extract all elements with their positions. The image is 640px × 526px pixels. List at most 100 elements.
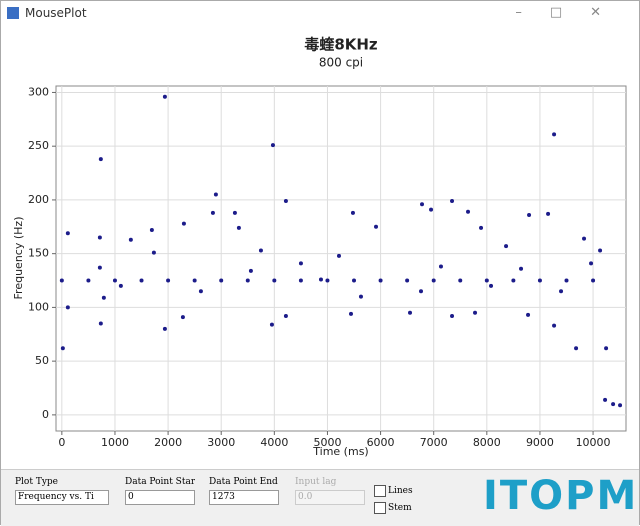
stem-checkbox[interactable] xyxy=(374,502,386,514)
data-point xyxy=(162,94,167,99)
data-point xyxy=(180,315,185,320)
data-point xyxy=(97,235,102,240)
x-tick-label: 5000 xyxy=(313,436,341,449)
start-label: Data Point Start xyxy=(125,477,195,487)
data-point xyxy=(198,289,203,294)
lines-label: Lines xyxy=(388,486,413,496)
x-tick-label: 10000 xyxy=(576,436,611,449)
data-point xyxy=(258,248,263,253)
data-point xyxy=(298,261,303,266)
data-point xyxy=(232,210,237,215)
chart: 毒蝰8KHz 800 cpi Time (ms) Frequency (Hz) … xyxy=(12,36,627,458)
y-tick-label: 50 xyxy=(35,354,49,367)
data-point xyxy=(336,253,341,258)
y-tick-label: 150 xyxy=(28,247,49,260)
control-panel: Plot Type Frequency vs. Ti Data Point St… xyxy=(1,469,639,526)
window-title: MousePlot xyxy=(25,6,87,20)
data-point xyxy=(97,265,102,270)
data-point xyxy=(466,209,471,214)
plot-type-label: Plot Type xyxy=(15,477,59,487)
y-tick-label: 0 xyxy=(42,408,49,421)
data-point xyxy=(352,278,357,283)
data-point xyxy=(552,323,557,328)
data-point xyxy=(213,192,218,197)
lines-checkbox[interactable] xyxy=(374,485,386,497)
data-point xyxy=(519,266,524,271)
data-point xyxy=(101,295,106,300)
watermark: ITOPM xyxy=(483,473,639,519)
data-point xyxy=(598,248,603,253)
data-point xyxy=(405,278,410,283)
data-point xyxy=(192,278,197,283)
start-value: 0 xyxy=(128,492,134,502)
data-point xyxy=(526,312,531,317)
start-input[interactable]: 0 xyxy=(125,490,195,505)
x-tick-label: 9000 xyxy=(526,436,554,449)
x-tick-label: 2000 xyxy=(154,436,182,449)
x-tick-label: 0 xyxy=(58,436,65,449)
data-point xyxy=(118,283,123,288)
data-point xyxy=(611,402,616,407)
y-tick-label: 200 xyxy=(28,193,49,206)
data-point xyxy=(419,289,424,294)
x-tick-label: 4000 xyxy=(260,436,288,449)
data-point xyxy=(450,314,455,318)
data-point xyxy=(128,237,133,242)
data-point xyxy=(431,278,436,283)
data-point xyxy=(564,278,569,283)
x-tick-label: 7000 xyxy=(420,436,448,449)
data-point xyxy=(582,236,587,241)
lag-value: 0.0 xyxy=(298,492,313,502)
lag-label: Input lag xyxy=(295,477,337,487)
data-point xyxy=(325,278,330,283)
y-tick-label: 250 xyxy=(28,139,49,152)
data-point xyxy=(59,278,64,283)
end-label: Data Point End xyxy=(209,477,278,487)
data-point xyxy=(298,278,303,283)
chart-subtitle: 800 cpi xyxy=(319,56,363,70)
data-point xyxy=(450,199,455,203)
data-point xyxy=(527,212,532,217)
y-axis-label: Frequency (Hz) xyxy=(12,217,25,300)
data-point xyxy=(559,289,564,294)
data-point xyxy=(65,231,70,236)
data-point xyxy=(473,310,478,315)
data-point xyxy=(350,210,355,215)
data-point xyxy=(358,294,363,299)
chart-title: 毒蝰8KHz xyxy=(304,36,378,54)
data-point xyxy=(86,278,91,283)
data-point xyxy=(504,244,509,249)
title-bar: MousePlot –□✕ xyxy=(1,1,639,25)
data-point xyxy=(420,202,425,207)
data-point xyxy=(511,278,516,283)
data-point xyxy=(479,225,484,230)
data-point xyxy=(219,278,224,283)
x-tick-label: 1000 xyxy=(101,436,129,449)
data-point xyxy=(181,221,186,226)
data-point xyxy=(618,403,623,408)
stem-label: Stem xyxy=(388,503,412,513)
data-point xyxy=(489,283,494,288)
data-point xyxy=(149,228,154,233)
x-tick-label: 6000 xyxy=(367,436,395,449)
data-point xyxy=(162,326,167,331)
data-point xyxy=(458,278,463,283)
data-point xyxy=(248,268,253,273)
data-point xyxy=(378,278,383,283)
plot-area xyxy=(55,85,627,432)
plot-type-select[interactable]: Frequency vs. Ti xyxy=(15,490,109,505)
data-point xyxy=(484,278,489,283)
data-point xyxy=(269,322,274,327)
data-point xyxy=(537,278,542,283)
data-point xyxy=(429,207,434,212)
window-buttons[interactable]: –□✕ xyxy=(515,5,629,20)
data-point xyxy=(591,278,596,283)
lag-input: 0.0 xyxy=(295,490,365,505)
y-tick-label: 300 xyxy=(28,85,49,98)
data-point xyxy=(245,278,250,283)
data-point xyxy=(318,277,323,282)
end-input[interactable]: 1273 xyxy=(209,490,279,505)
data-point xyxy=(283,199,288,203)
plot-type-value: Frequency vs. Ti xyxy=(18,492,94,502)
